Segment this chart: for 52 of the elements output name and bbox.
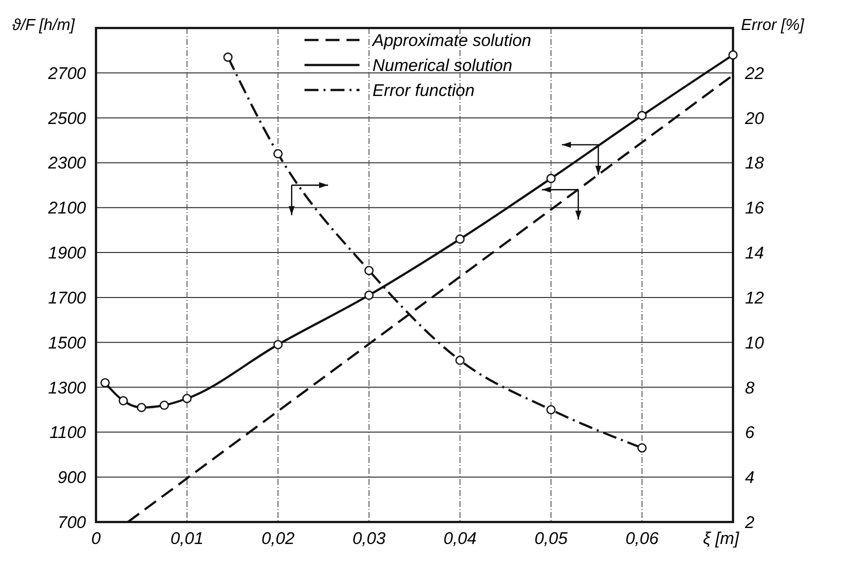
point: [160, 400, 169, 410]
point: [455, 234, 465, 244]
x-tick-label: 0,02: [261, 529, 296, 548]
x-tick-label: 0,04: [443, 529, 477, 548]
point: [273, 149, 283, 158]
point: [223, 52, 233, 62]
y2-tick-label: 18: [745, 154, 764, 173]
y-tick-label: 1500: [48, 333, 87, 352]
y2-tick-label: 8: [745, 378, 755, 398]
x-tick-label: 0: [91, 529, 102, 548]
y2-tick-label: 6: [745, 423, 755, 442]
point: [100, 378, 110, 388]
point: [136, 402, 146, 412]
x-tick-label: 0,06: [625, 529, 660, 548]
y2-tick-label: 12: [745, 288, 764, 308]
y-tick-label: 700: [58, 513, 87, 532]
x-axis-title: ξ [m]: [703, 529, 740, 548]
point: [182, 394, 192, 404]
point: [455, 356, 465, 365]
y2-tick-label: 20: [744, 108, 764, 128]
y-axis-title: ϑ/F [h/m]: [12, 17, 76, 34]
point: [273, 340, 283, 350]
y-tick-label: 2500: [47, 108, 87, 128]
x-tick-label: 0,05: [534, 529, 568, 548]
y2-tick-label: 22: [744, 64, 764, 83]
y-tick-label: 2100: [47, 198, 87, 218]
x-tick-label: 0,03: [352, 529, 386, 548]
y-tick-label: 1700: [48, 288, 87, 308]
y-tick-label: 1100: [49, 423, 87, 442]
point: [728, 50, 738, 60]
y-tick-label: 1300: [48, 378, 87, 398]
y2-axis-title: Error [%]: [741, 17, 805, 34]
y-tick-label: 900: [58, 468, 87, 488]
y2-tick-label: 10: [745, 333, 764, 352]
y-tick-label: 1900: [48, 244, 87, 263]
point: [118, 396, 128, 406]
y-tick-label: 2700: [47, 64, 87, 83]
y2-tick-label: 14: [745, 244, 764, 263]
point: [364, 290, 374, 300]
y2-tick-label: 16: [745, 198, 764, 218]
point: [637, 443, 647, 453]
legend-label: Approximate solution: [372, 31, 532, 50]
y-tick-label: 2300: [47, 154, 87, 173]
y2-tick-label: 2: [744, 513, 755, 532]
point: [637, 110, 647, 120]
legend-label: Error function: [372, 81, 475, 100]
point: [546, 405, 556, 414]
y2-tick-label: 4: [745, 468, 754, 488]
x-tick-label: 0,01: [170, 529, 204, 548]
legend-label: Numerical solution: [372, 56, 512, 75]
point: [546, 174, 556, 184]
point: [364, 266, 374, 276]
